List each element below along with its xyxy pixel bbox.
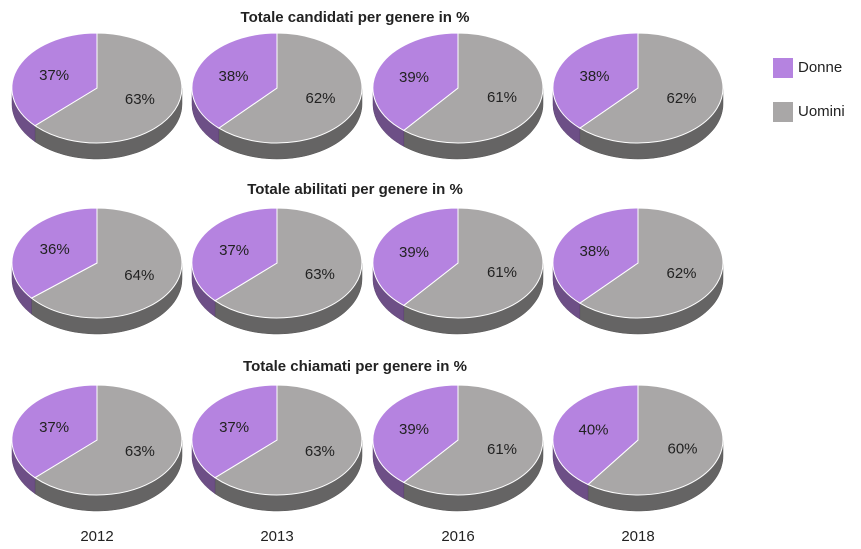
x-label: 2012	[80, 528, 113, 545]
pie-slice	[552, 32, 639, 129]
data-label: 63%	[305, 443, 335, 460]
data-label: 37%	[39, 67, 69, 84]
pie-slice	[11, 32, 98, 127]
pie-slice	[552, 384, 639, 486]
data-label: 63%	[305, 266, 335, 283]
legend-swatch	[773, 102, 793, 122]
pie-slice	[214, 384, 363, 496]
pie-slice	[402, 207, 544, 319]
pie-slice	[191, 384, 278, 479]
data-label: 62%	[305, 90, 335, 107]
x-label: 2016	[441, 528, 474, 545]
pie-slice	[191, 207, 278, 302]
legend-label: Donne	[798, 59, 842, 76]
data-label: 61%	[487, 441, 517, 458]
pie-slice	[11, 384, 98, 479]
data-label: 38%	[218, 68, 248, 85]
pie-slice	[217, 32, 363, 144]
pie-slice	[587, 384, 724, 496]
legend-label: Uomini	[798, 103, 845, 120]
data-label: 61%	[487, 264, 517, 281]
data-label: 37%	[219, 419, 249, 436]
data-label: 36%	[40, 241, 70, 258]
pie-slice	[11, 207, 98, 299]
pie-slice	[30, 207, 183, 319]
chart-title: Totale abilitati per genere in %	[247, 181, 463, 198]
x-label: 2018	[621, 528, 654, 545]
data-label: 62%	[666, 90, 696, 107]
pie-slice	[578, 32, 724, 144]
data-label: 61%	[487, 89, 517, 106]
x-label: 2013	[260, 528, 293, 545]
pie-slice	[402, 384, 544, 496]
data-label: 39%	[399, 421, 429, 438]
pie-slice	[214, 207, 363, 319]
pie-slice	[552, 207, 639, 304]
pie-slice	[402, 32, 544, 144]
data-label: 39%	[399, 244, 429, 261]
data-label: 60%	[667, 440, 697, 457]
data-label: 39%	[399, 69, 429, 86]
pie-slice	[372, 384, 459, 483]
chart-title: Totale chiamati per genere in %	[243, 358, 467, 375]
chart-title: Totale candidati per genere in %	[241, 9, 470, 26]
data-label: 37%	[39, 419, 69, 436]
data-label: 38%	[579, 68, 609, 85]
data-label: 62%	[666, 265, 696, 282]
data-label: 63%	[125, 91, 155, 108]
data-label: 63%	[125, 443, 155, 460]
data-label: 40%	[578, 422, 608, 439]
data-label: 38%	[579, 243, 609, 260]
pie-slice	[372, 207, 459, 306]
pie-slice	[34, 32, 183, 144]
data-label: 37%	[219, 242, 249, 259]
pie-slice	[191, 32, 278, 129]
pie-slice	[372, 32, 459, 131]
pie-slice	[578, 207, 724, 319]
pie-slice	[34, 384, 183, 496]
data-label: 64%	[124, 267, 154, 284]
legend-swatch	[773, 58, 793, 78]
